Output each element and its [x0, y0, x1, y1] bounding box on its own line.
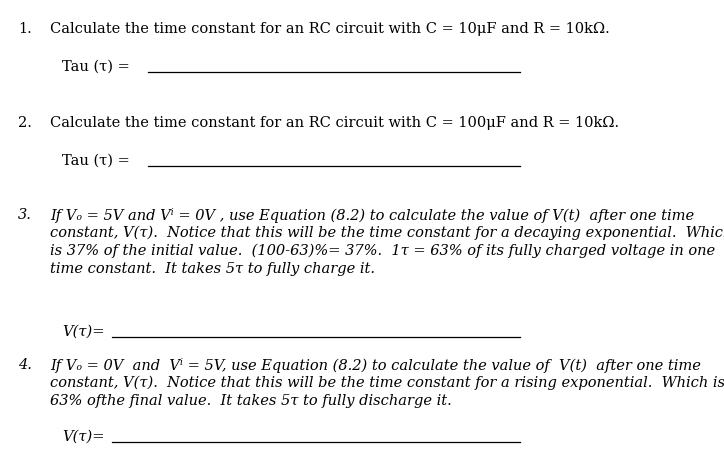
Text: time constant.  It takes 5τ to fully charge it.: time constant. It takes 5τ to fully char…: [50, 262, 375, 275]
Text: V(τ)=: V(τ)=: [62, 324, 104, 338]
Text: 2.: 2.: [18, 116, 32, 130]
Text: If Vₒ = 0V  and  Vⁱ = 5V, use Equation (8.2) to calculate the value of  V(t)  af: If Vₒ = 0V and Vⁱ = 5V, use Equation (8.…: [50, 357, 701, 372]
Text: constant, V(τ).  Notice that this will be the time constant for a rising exponen: constant, V(τ). Notice that this will be…: [50, 375, 724, 389]
Text: 1.: 1.: [18, 22, 32, 36]
Text: Tau (τ) =: Tau (τ) =: [62, 60, 130, 74]
Text: 63% ofthe final value.  It takes 5τ to fully discharge it.: 63% ofthe final value. It takes 5τ to fu…: [50, 393, 452, 407]
Text: 3.: 3.: [18, 207, 32, 222]
Text: constant, V(τ).  Notice that this will be the time constant for a decaying expon: constant, V(τ). Notice that this will be…: [50, 226, 724, 240]
Text: Tau (τ) =: Tau (τ) =: [62, 154, 130, 167]
Text: is 37% of the initial value.  (100-63)%= 37%.  1τ = 63% of its fully charged vol: is 37% of the initial value. (100-63)%= …: [50, 243, 715, 258]
Text: 4.: 4.: [18, 357, 32, 371]
Text: Calculate the time constant for an RC circuit with C = 100μF and R = 10kΩ.: Calculate the time constant for an RC ci…: [50, 116, 619, 130]
Text: V(τ)=: V(τ)=: [62, 429, 104, 443]
Text: Calculate the time constant for an RC circuit with C = 10μF and R = 10kΩ.: Calculate the time constant for an RC ci…: [50, 22, 610, 36]
Text: If Vₒ = 5V and Vⁱ = 0V , use Equation (8.2) to calculate the value of V(t)  afte: If Vₒ = 5V and Vⁱ = 0V , use Equation (8…: [50, 207, 694, 222]
